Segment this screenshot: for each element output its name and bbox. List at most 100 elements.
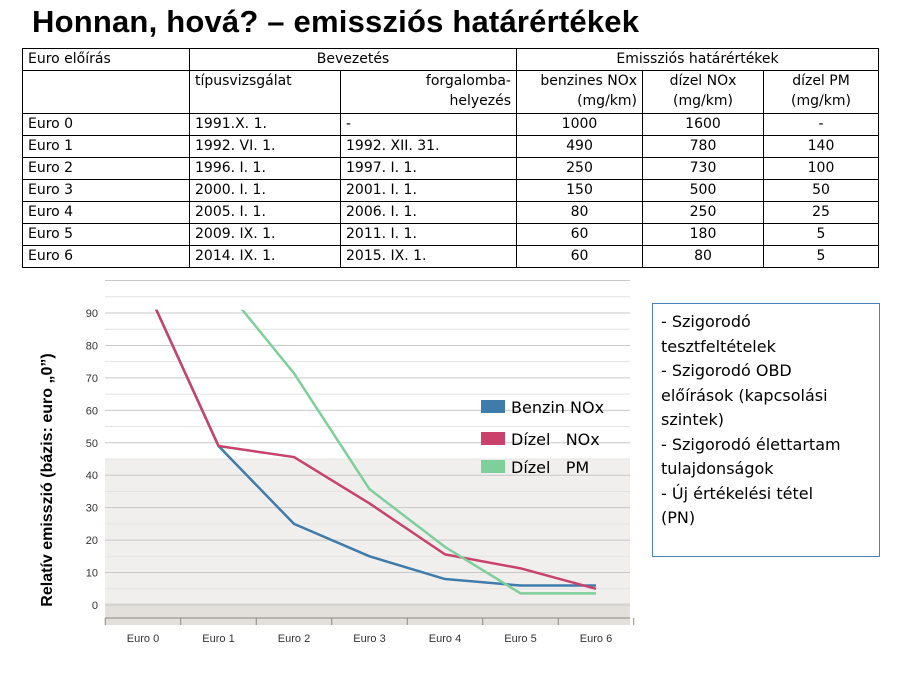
legend-label: Benzin NOx [511, 398, 604, 417]
y-tick-label: 10 [86, 568, 98, 580]
x-tick-label: Euro 5 [504, 633, 536, 645]
petrol-nox-cell: 150 [516, 179, 643, 202]
table-row: Euro 4 2005. I. 1. 2006. I. 1. 80 250 25 [22, 201, 879, 224]
petrol-nox-cell: 250 [516, 157, 643, 180]
table-row: Euro 2 1996. I. 1. 1997. I. 1. 250 730 100 [22, 157, 879, 180]
note-line: - Új értékelési tétel [661, 483, 814, 503]
registration-cell: 2001. I. 1. [340, 179, 517, 202]
diesel-pm-cell: 5 [763, 245, 879, 268]
type-approval-cell: 2014. IX. 1. [189, 245, 341, 268]
petrol-nox-cell: 490 [516, 135, 643, 158]
type-approval-cell: 1991.X. 1. [189, 113, 341, 136]
note-line: - Szigorodó [661, 312, 751, 331]
petrol-nox-cell: 60 [516, 245, 643, 268]
y-tick-label: 20 [86, 535, 98, 547]
type-approval-cell: 2009. IX. 1. [189, 223, 341, 246]
registration-cell: 1997. I. 1. [340, 157, 517, 180]
table-body: Euro 0 1991.X. 1. -1000 1600- Euro 1 1992. VI… [22, 113, 879, 268]
header-emission-limits: Emissziós határértékek [516, 48, 879, 71]
registration-cell: 2015. IX. 1. [340, 245, 517, 268]
slide-title: Honnan, hová? – emissziós határértékek [32, 4, 640, 39]
table-row: Euro 3 2000. I. 1. 2001. I. 1. 150 500 50 [22, 179, 879, 202]
table-row: Euro 5 2009. IX. 1. 2011. I. 1. 60 180 5 [22, 223, 879, 246]
x-tick-label: Euro 6 [580, 633, 612, 645]
chart-lower-band [105, 459, 630, 623]
y-tick-label: 60 [86, 405, 98, 417]
x-tick-label: Euro 3 [353, 633, 385, 645]
legend-swatch [481, 400, 505, 413]
diesel-nox-cell: 730 [642, 157, 764, 180]
x-tick-label: Euro 1 [202, 633, 234, 645]
y-tick-label: 40 [86, 470, 98, 482]
euro-standard-cell: Euro 6 [22, 245, 190, 268]
petrol-nox-cell: 80 [516, 201, 643, 224]
diesel-nox-cell: 1600 [642, 113, 764, 136]
note-line: tesztfeltételek [661, 336, 776, 356]
type-approval-cell: 1996. I. 1. [189, 157, 341, 180]
legend-label: Dízel NOx [511, 430, 600, 449]
diesel-pm-cell: 5 [763, 223, 879, 246]
x-axis: Euro 0 Euro 1 Euro 2 Euro 3 Euro 4 Euro 5 Euro… [104, 617, 635, 645]
diesel-nox-cell: 180 [642, 223, 764, 246]
note-line: szintek) [661, 410, 724, 429]
chart-gridlines [105, 280, 630, 606]
registration-cell: 2006. I. 1. [340, 201, 517, 224]
diesel-pm-cell: 140 [763, 135, 879, 158]
petrol-nox-cell: 1000 [516, 113, 643, 136]
y-tick-label: 80 [86, 340, 98, 352]
table-row: Euro 6 2014. IX. 1. 2015. IX. 1. 60 80 5 [22, 245, 879, 268]
legend-label: Dízel PM [511, 458, 589, 477]
type-approval-cell: 2000. I. 1. [189, 179, 341, 202]
legend-swatch [481, 432, 505, 445]
notes-box: - Szigorodó tesztfeltételek - Szigorodó OB… [652, 303, 880, 557]
subheader-type-approval: típusvizsgálat [189, 70, 341, 114]
x-tick-label: Euro 2 [278, 633, 310, 645]
diesel-pm-line [240, 309, 596, 595]
subheader-empty [22, 70, 190, 114]
euro-standard-cell: Euro 1 [22, 135, 190, 158]
registration-cell: - [340, 113, 517, 136]
y-tick-label: 90 [86, 308, 98, 320]
diesel-nox-cell: 780 [642, 135, 764, 158]
note-line: előírások (kapcsolási [661, 385, 828, 405]
legend-swatch [481, 460, 505, 473]
petrol-nox-cell: 60 [516, 223, 643, 246]
table-row: Euro 0 1991.X. 1. -1000 1600- [22, 113, 879, 136]
y-tick-label: 50 [86, 438, 98, 450]
euro-standard-cell: Euro 4 [22, 201, 190, 224]
emission-limits-table: Euro előírás Bevezetés Emissziós határér… [22, 48, 879, 268]
diesel-nox-cell: 80 [642, 245, 764, 268]
chart-legend: Benzin NOx Dízel NOx Dízel PM [481, 398, 604, 477]
diesel-nox-cell: 500 [642, 179, 764, 202]
diesel-pm-cell: - [763, 113, 879, 136]
registration-cell: 2011. I. 1. [340, 223, 517, 246]
type-approval-cell: 1992. VI. 1. [189, 135, 341, 158]
y-tick-label: 30 [86, 503, 98, 515]
header-introduction: Bevezetés [189, 48, 517, 71]
diesel-nox-line [154, 309, 597, 590]
type-approval-cell: 2005. I. 1. [189, 201, 341, 224]
diesel-pm-cell: 25 [763, 201, 879, 224]
x-tick-label: Euro 4 [429, 633, 461, 645]
diesel-pm-cell: 100 [763, 157, 879, 180]
note-line: tulajdonságok [661, 459, 774, 478]
euro-standard-cell: Euro 3 [22, 179, 190, 202]
x-tick-label: Euro 0 [127, 633, 159, 645]
subheader-diesel-nox: dízel NOx (mg/km) [642, 70, 764, 114]
table-row: Euro 1 1992. VI. 1. 1992. XII. 31. 490 780 14… [22, 135, 879, 158]
note-line: (PN) [661, 508, 696, 527]
y-axis-label: Relatív emisszió (bázis: euro „0”) [39, 353, 56, 606]
note-line: - Szigorodó OBD [661, 361, 792, 380]
diesel-pm-cell: 50 [763, 179, 879, 202]
subheader-registration: forgalomba- helyezés [340, 70, 517, 114]
header-euro-standard: Euro előírás [22, 48, 190, 71]
y-tick-label: 0 [92, 600, 98, 612]
registration-cell: 1992. XII. 31. [340, 135, 517, 158]
subheader-diesel-pm: dízel PM (mg/km) [763, 70, 879, 114]
table-subheader-row: típusvizsgálat forgalomba- helyezés benz… [22, 70, 879, 114]
table-header-row: Euro előírás Bevezetés Emissziós határér… [22, 48, 879, 71]
y-tick-label: 70 [86, 373, 98, 385]
diesel-nox-cell: 250 [642, 201, 764, 224]
euro-standard-cell: Euro 2 [22, 157, 190, 180]
